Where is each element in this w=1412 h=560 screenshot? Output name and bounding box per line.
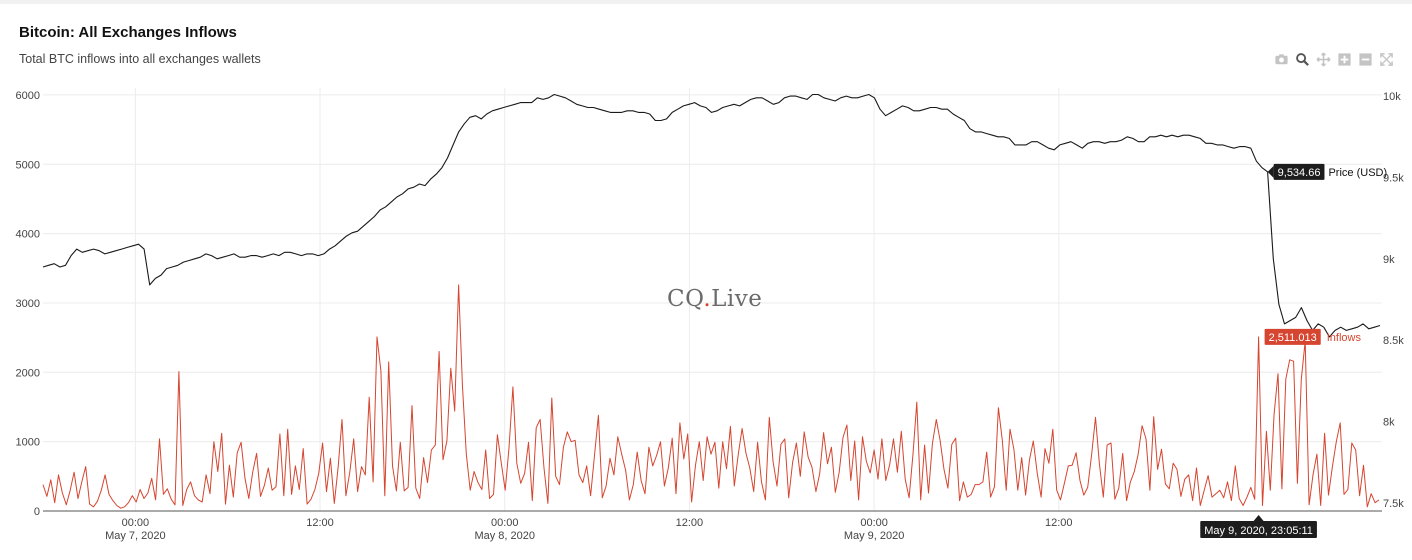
pan-icon[interactable] <box>1316 52 1331 67</box>
y-left-tick-label: 5000 <box>16 159 40 171</box>
camera-icon[interactable] <box>1274 52 1289 67</box>
top-border <box>0 0 1412 4</box>
hover-time-label: May 9, 2020, 23:05:11 <box>1200 515 1317 538</box>
modebar <box>1274 52 1394 67</box>
series-layer <box>42 93 1381 509</box>
x-tick-label: 12:00 <box>1045 517 1073 529</box>
x-tick-sublabel: May 7, 2020 <box>105 530 166 542</box>
y-right-tick-label: 8.5k <box>1383 335 1404 347</box>
x-tick-label: 12:00 <box>306 517 334 529</box>
y-right-tick-label: 9.5k <box>1383 172 1404 184</box>
autoscale-icon[interactable] <box>1379 52 1394 67</box>
zoom-out-icon[interactable] <box>1358 52 1373 67</box>
y-axis-left: 0 1000 2000 3000 4000 5000 6000 <box>16 90 40 518</box>
hover-price-name: Price (USD) <box>1328 167 1387 179</box>
hover-price-label: 9,534.66 Price (USD) <box>1267 163 1387 180</box>
y-left-tick-label: 2000 <box>16 367 40 379</box>
y-left-tick-label: 1000 <box>16 437 40 449</box>
y-right-tick-label: 8k <box>1383 417 1395 429</box>
y-right-tick-label: 9k <box>1383 254 1395 266</box>
hover-inflow-name: Inflows <box>1327 332 1362 344</box>
watermark: CQ.Live <box>667 286 762 312</box>
x-tick-sublabel: May 8, 2020 <box>474 530 535 542</box>
y-left-tick-label: 3000 <box>16 298 40 310</box>
series-line-inflows <box>42 284 1380 509</box>
svg-text:CQ.Live: CQ.Live <box>667 286 762 312</box>
zoom-icon[interactable] <box>1295 52 1310 67</box>
y-right-tick-label: 10k <box>1383 91 1401 103</box>
x-tick-label: 00:00 <box>122 517 150 529</box>
y-right-tick-label: 7.5k <box>1383 498 1404 510</box>
y-left-tick-label: 0 <box>34 506 40 518</box>
x-tick-label: 12:00 <box>676 517 704 529</box>
hover-time-value: May 9, 2020, 23:05:11 <box>1204 525 1313 537</box>
hover-inflow-label: 2,511.013 Inflows <box>1264 328 1362 345</box>
chart-subtitle: Total BTC inflows into all exchanges wal… <box>19 52 261 66</box>
y-left-tick-label: 6000 <box>16 90 40 102</box>
y-axis-right: 7.5k 8k 8.5k 9k 9.5k 10k <box>1383 91 1404 510</box>
y-left-tick-label: 4000 <box>16 229 40 241</box>
x-tick-label: 00:00 <box>860 517 888 529</box>
hover-inflow-value: 2,511.013 <box>1269 332 1317 344</box>
x-tick-label: 00:00 <box>491 517 519 529</box>
watermark-dot: . <box>703 286 711 312</box>
chart-title: Bitcoin: All Exchanges Inflows <box>19 24 237 41</box>
zoom-in-icon[interactable] <box>1337 52 1352 67</box>
x-tick-sublabel: May 9, 2020 <box>844 530 905 542</box>
hover-price-value: 9,534.66 <box>1278 167 1321 179</box>
